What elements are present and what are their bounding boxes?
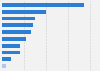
Bar [2, 64, 6, 68]
Bar [2, 3, 84, 7]
Bar [2, 58, 11, 61]
Bar [2, 37, 26, 41]
Bar [2, 51, 20, 54]
Bar [2, 44, 20, 48]
Bar [2, 23, 33, 27]
Bar [2, 17, 35, 20]
Bar [2, 10, 46, 13]
Bar [2, 30, 31, 34]
